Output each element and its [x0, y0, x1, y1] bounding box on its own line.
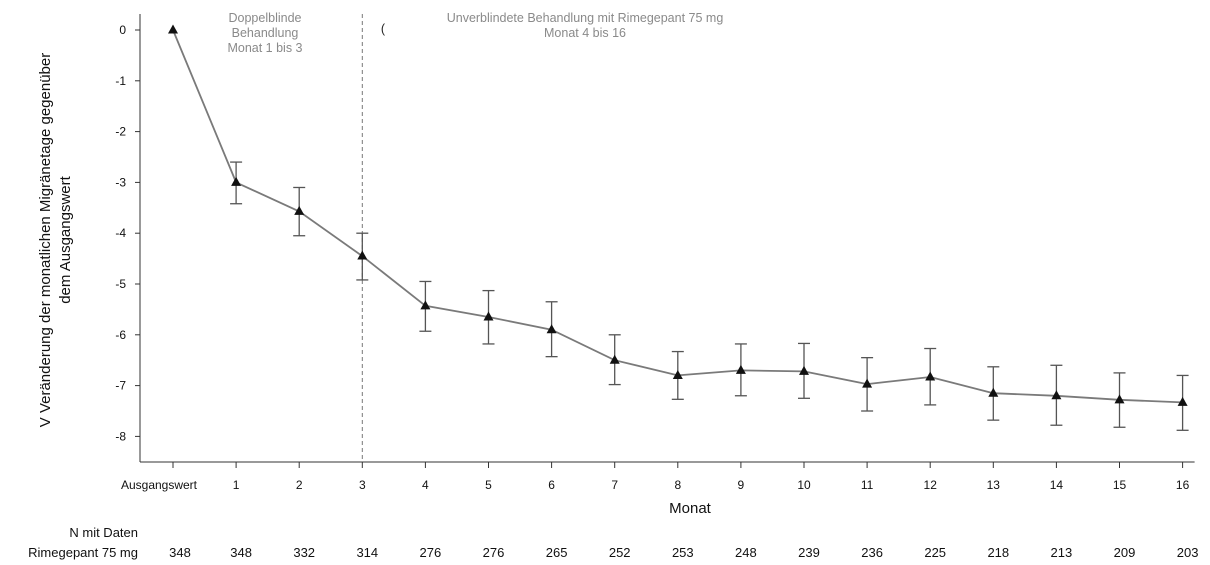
x-tick-label: 8	[674, 478, 681, 492]
x-tick-label: 13	[987, 478, 1001, 492]
y-tick-label: -5	[115, 277, 126, 291]
n-table-header-line2: Rimegepant 75 mg	[28, 545, 138, 560]
x-tick-label: Ausgangswert	[121, 478, 198, 492]
n-table-value: 253	[672, 545, 694, 560]
annotation-marker: (	[381, 22, 386, 36]
n-table-value: 209	[1114, 545, 1136, 560]
data-markers	[168, 24, 1188, 406]
x-tick-label: 4	[422, 478, 429, 492]
data-point-marker	[862, 378, 873, 388]
data-point-marker	[231, 176, 242, 186]
n-table-value: 348	[230, 545, 252, 560]
x-axis-title: Monat	[669, 500, 712, 517]
data-point-marker	[420, 300, 431, 310]
y-axis-title-line2: dem Ausgangswert	[57, 175, 74, 303]
x-tick-label: 11	[861, 478, 874, 492]
series-line	[172, 29, 1183, 404]
y-tick-label: -7	[115, 379, 126, 393]
y-tick-label: -1	[115, 74, 126, 88]
n-table-value: 276	[420, 545, 442, 560]
x-tick-label: 6	[548, 478, 555, 492]
x-tick-label: 1	[233, 478, 240, 492]
y-tick-label: -4	[115, 226, 126, 240]
data-point-marker	[672, 369, 683, 379]
x-tick-label: 7	[611, 478, 618, 492]
data-point-marker	[1114, 394, 1125, 404]
y-ticks: 0 -1 -2 -3 -4 -5 -6 -7 -8	[115, 23, 140, 443]
axes	[139, 14, 1195, 463]
data-point-marker	[1051, 390, 1062, 400]
n-table-values: 348 348 332 314 276 276 265 252 253 248 239 236 225 2…	[169, 545, 1198, 560]
n-table-header-line1: N mit Daten	[69, 525, 138, 540]
y-tick-label: 0	[119, 23, 126, 37]
error-bars	[230, 161, 1189, 431]
x-tick-label: 16	[1176, 478, 1190, 492]
n-table-value: 213	[1051, 545, 1073, 560]
x-tick-label: 2	[296, 478, 303, 492]
n-table-header: N mit Daten Rimegepant 75 mg	[28, 525, 138, 560]
data-point-marker	[799, 365, 809, 375]
data-point-marker	[546, 324, 557, 334]
annotation-double-blind-line2: Behandlung	[232, 26, 299, 40]
n-table-value: 236	[861, 545, 883, 560]
annotation-double-blind-line3: Monat 1 bis 3	[227, 41, 302, 55]
annotation-double-blind-line1: Doppelblinde	[229, 11, 302, 25]
n-table-value: 218	[987, 545, 1009, 560]
x-tick-label: 5	[485, 478, 492, 492]
x-tick-label: 9	[738, 478, 745, 492]
x-tick-label: 12	[924, 478, 938, 492]
data-point-marker	[294, 205, 305, 215]
n-table-value: 276	[483, 545, 505, 560]
y-tick-label: -3	[115, 175, 126, 189]
n-table-value: 248	[735, 545, 757, 560]
data-point-marker	[988, 387, 999, 397]
annotation-open-label-line2: Monat 4 bis 16	[544, 26, 626, 40]
annotation-open-label-line1: Unverblindete Behandlung mit Rimegepant …	[447, 11, 724, 25]
data-point-marker	[735, 364, 746, 374]
n-table-value: 265	[546, 545, 568, 560]
n-table-value: 225	[924, 545, 946, 560]
x-tick-label: 3	[359, 478, 366, 492]
data-point-marker	[357, 250, 368, 260]
y-axis-title-line1: V Veränderung der monatlichen Migränetag…	[37, 53, 54, 427]
annotations: Doppelblinde Behandlung Monat 1 bis 3 ( …	[227, 11, 723, 55]
x-tick-label: 15	[1113, 478, 1127, 492]
data-point-marker	[1177, 396, 1188, 406]
x-tick-label: 10	[797, 478, 811, 492]
y-tick-label: -6	[115, 328, 126, 342]
n-table-value: 239	[798, 545, 820, 560]
x-tick-label: 14	[1050, 478, 1064, 492]
data-point-marker	[609, 354, 620, 364]
y-tick-label: -8	[115, 429, 126, 443]
n-table-value: 348	[169, 545, 191, 560]
y-tick-label: -2	[115, 125, 126, 139]
data-point-marker	[483, 311, 494, 321]
n-table-value: 332	[293, 545, 315, 560]
y-axis-title: V Veränderung der monatlichen Migränetag…	[37, 53, 74, 427]
n-table-value: 203	[1177, 545, 1199, 560]
data-point-marker	[168, 24, 178, 34]
x-ticks: Ausgangswert 1 2 3 4 5 6 7 8 9 10 11 12 13 14 15 16	[121, 462, 1190, 492]
data-point-marker	[925, 371, 936, 381]
n-table-value: 252	[609, 545, 631, 560]
n-table-value: 314	[356, 545, 378, 560]
